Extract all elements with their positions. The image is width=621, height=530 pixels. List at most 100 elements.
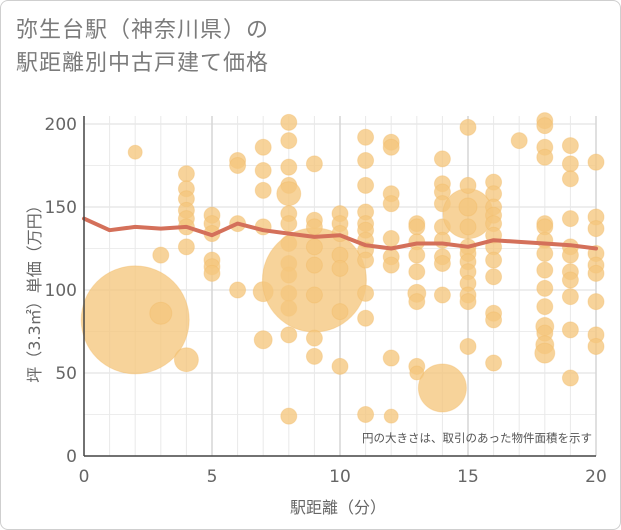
data-bubble bbox=[331, 303, 349, 321]
data-bubble bbox=[357, 152, 375, 170]
data-bubble bbox=[305, 329, 323, 347]
data-bubble bbox=[203, 264, 221, 282]
data-bubble bbox=[459, 118, 477, 136]
data-bubble bbox=[417, 363, 467, 413]
axes: 0 50 100 150 200 0 5 10 15 20 bbox=[45, 115, 607, 487]
y-tick-label: 100 bbox=[45, 281, 77, 301]
data-bubble bbox=[305, 347, 323, 365]
data-bubble bbox=[587, 264, 605, 282]
data-bubble bbox=[587, 153, 605, 171]
data-bubble bbox=[433, 150, 451, 168]
data-bubble bbox=[536, 244, 554, 262]
data-bubble bbox=[408, 293, 426, 311]
title-line-1: 弥生台駅（神奈川県）の bbox=[16, 18, 270, 43]
data-bubble bbox=[280, 215, 298, 233]
data-bubble bbox=[127, 144, 143, 160]
data-bubble bbox=[433, 286, 451, 304]
data-bubble bbox=[485, 251, 503, 269]
data-bubble bbox=[173, 347, 199, 373]
data-bubble bbox=[510, 132, 528, 150]
data-bubble bbox=[280, 326, 298, 344]
data-bubble bbox=[459, 176, 477, 194]
x-tick-label: 10 bbox=[329, 467, 351, 487]
data-bubble bbox=[331, 357, 349, 375]
data-bubble bbox=[408, 263, 426, 281]
data-bubble bbox=[254, 138, 272, 156]
data-bubble bbox=[459, 218, 477, 236]
data-bubble bbox=[587, 220, 605, 238]
data-bubble bbox=[229, 157, 247, 174]
data-bubble bbox=[229, 281, 247, 299]
data-bubble bbox=[536, 148, 554, 166]
data-bubble bbox=[561, 137, 579, 155]
y-tick-label: 0 bbox=[66, 447, 77, 467]
x-tick-label: 15 bbox=[457, 467, 479, 487]
data-bubble bbox=[561, 210, 579, 228]
title-line-2: 駅距離別中古戸建て価格 bbox=[16, 51, 270, 76]
data-bubble bbox=[305, 286, 323, 304]
data-bubble bbox=[382, 349, 400, 367]
x-axis-label: 駅距離（分） bbox=[290, 498, 386, 517]
data-bubble bbox=[305, 218, 323, 236]
data-bubble bbox=[459, 337, 477, 355]
data-bubble bbox=[534, 342, 556, 364]
y-tick-label: 50 bbox=[55, 364, 77, 384]
data-bubble bbox=[305, 238, 323, 256]
data-bubble bbox=[485, 311, 503, 329]
data-bubble bbox=[280, 113, 298, 131]
y-tick-label: 150 bbox=[45, 198, 77, 218]
y-tick-label: 200 bbox=[45, 115, 77, 135]
data-bubble bbox=[561, 155, 579, 173]
data-bubble bbox=[383, 408, 399, 424]
size-note: 円の大きさは、取引のあった物件面積を示す bbox=[362, 431, 592, 445]
data-bubble bbox=[536, 279, 554, 297]
data-bubble bbox=[485, 268, 503, 286]
data-bubble bbox=[382, 138, 400, 156]
data-bubble bbox=[254, 181, 272, 199]
data-bubble bbox=[280, 132, 298, 150]
data-bubble bbox=[253, 330, 273, 350]
data-bubble bbox=[561, 271, 579, 289]
data-bubble bbox=[177, 165, 195, 183]
data-bubble bbox=[536, 298, 554, 316]
data-bubble bbox=[357, 284, 375, 302]
data-bubble bbox=[536, 261, 554, 279]
data-bubble bbox=[382, 230, 400, 248]
data-bubble bbox=[408, 218, 426, 236]
data-bubble bbox=[536, 117, 554, 135]
data-bubble bbox=[587, 337, 605, 355]
data-bubble bbox=[305, 155, 323, 173]
data-bubble bbox=[561, 170, 579, 188]
y-axis-label: 坪（3.3㎡）単価（万円） bbox=[25, 197, 44, 382]
data-bubble bbox=[149, 301, 173, 325]
data-bubble bbox=[357, 176, 375, 194]
data-bubble bbox=[485, 354, 503, 372]
x-tick-label: 0 bbox=[79, 467, 90, 487]
data-bubble bbox=[280, 407, 298, 425]
data-bubble bbox=[305, 256, 323, 274]
data-bubble bbox=[561, 369, 579, 387]
chart-title: 弥生台駅（神奈川県）の 駅距離別中古戸建て価格 bbox=[16, 14, 269, 80]
data-bubble bbox=[357, 406, 375, 423]
data-bubble bbox=[280, 158, 298, 176]
trend-line-group bbox=[82, 216, 598, 251]
data-bubble bbox=[276, 181, 302, 207]
data-bubble bbox=[177, 238, 195, 256]
data-bubble bbox=[382, 256, 400, 274]
x-tick-label: 20 bbox=[585, 467, 607, 487]
data-bubble bbox=[331, 259, 349, 277]
trend-line bbox=[82, 216, 598, 251]
data-bubble bbox=[561, 246, 579, 264]
data-bubble bbox=[357, 128, 375, 146]
bubbles bbox=[80, 112, 605, 425]
data-bubble bbox=[80, 265, 190, 375]
data-bubble bbox=[408, 246, 426, 264]
data-bubble bbox=[357, 309, 375, 327]
data-bubble bbox=[458, 197, 478, 217]
data-bubble bbox=[433, 254, 451, 272]
data-bubble bbox=[587, 293, 605, 311]
data-bubble bbox=[357, 251, 375, 269]
x-tick-label: 5 bbox=[207, 467, 218, 487]
data-bubble bbox=[152, 246, 170, 264]
